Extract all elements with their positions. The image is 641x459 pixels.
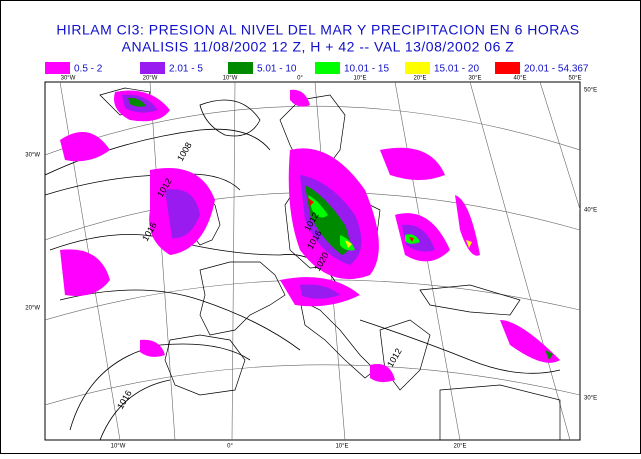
graticule-label: 10°W xyxy=(111,444,126,450)
graticule-label: 20°W xyxy=(143,76,158,82)
graticule-labels: 30°W 20°W 10°W 0° 10°E 20°E 30°E 40°E 50°E 10°W 0°… xyxy=(25,76,597,450)
graticule-label: 30°E xyxy=(584,396,597,402)
graticule-label: 0° xyxy=(227,444,233,450)
graticule-label: 10°E xyxy=(335,444,348,450)
precip-area xyxy=(290,89,310,107)
legend-swatch xyxy=(228,62,253,74)
legend-swatch xyxy=(140,62,165,74)
graticule-label: 20°W xyxy=(25,306,40,312)
graticule-label: 20°E xyxy=(453,444,466,450)
precip-area xyxy=(308,195,328,218)
legend-label: 2.01 - 5 xyxy=(169,64,203,75)
title-line: ANALISIS 11/08/2002 12 Z, H + 42 -- VAL … xyxy=(122,39,515,55)
legend-swatch xyxy=(405,62,430,74)
precip-area xyxy=(345,240,352,248)
legend: 0.5 - 2 2.01 - 5 5.01 - 10 10.01 - 15 15.01 … xyxy=(45,62,589,75)
precip-area xyxy=(370,364,395,383)
graticule-label: 20°E xyxy=(413,76,426,82)
graticule-label: 10°W xyxy=(223,76,238,82)
graticule-label: 40°E xyxy=(513,76,526,82)
precip-area xyxy=(60,132,110,162)
graticule-label: 50°E xyxy=(568,76,581,82)
precip-area xyxy=(308,198,314,206)
graticule-label: 30°E xyxy=(468,76,481,82)
legend-label: 20.01 - 54.367 xyxy=(524,64,589,75)
precip-area xyxy=(402,224,435,252)
precip-area xyxy=(380,147,445,180)
graticule-label: 50°E xyxy=(584,88,597,94)
graticule-label: 30°W xyxy=(25,153,40,159)
precip-area xyxy=(409,237,414,242)
map: 100810121016102010161012101610201012 30°… xyxy=(25,76,597,450)
graticule-label: 0° xyxy=(297,76,303,82)
title-line: HIRLAM CI3: PRESION AL NIVEL DEL MAR Y P… xyxy=(56,22,579,38)
precip-area xyxy=(455,195,480,256)
legend-swatch xyxy=(315,62,340,74)
precip-area xyxy=(140,339,165,357)
legend-label: 0.5 - 2 xyxy=(74,64,103,75)
precip-area xyxy=(545,350,553,360)
precip-area xyxy=(165,189,200,239)
graticule-label: 10°E xyxy=(353,76,366,82)
legend-label: 5.01 - 10 xyxy=(257,64,297,75)
graticule-label: 30°W xyxy=(61,76,76,82)
legend-swatch xyxy=(45,62,70,74)
legend-swatch xyxy=(495,62,520,74)
precip-area xyxy=(60,249,110,296)
legend-label: 15.01 - 20 xyxy=(434,64,479,75)
precip-area xyxy=(128,97,146,107)
graticule-label: 40°E xyxy=(584,208,597,214)
legend-label: 10.01 - 15 xyxy=(344,64,389,75)
precipitation xyxy=(60,89,560,383)
precip-area xyxy=(300,284,340,299)
precip-area xyxy=(500,320,560,363)
precip-area xyxy=(466,240,472,248)
